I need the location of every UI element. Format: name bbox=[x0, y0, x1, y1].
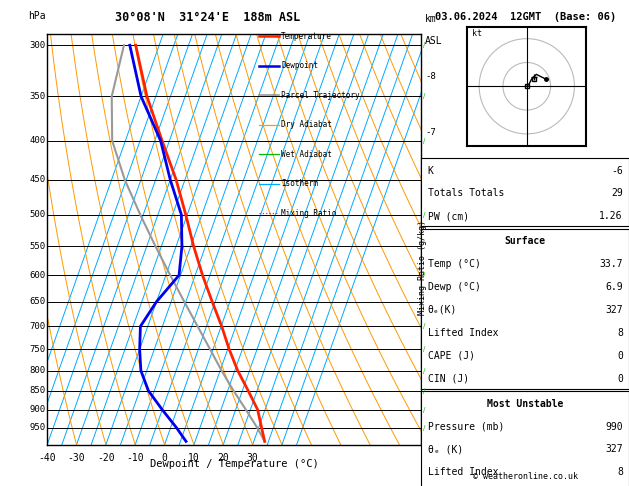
Text: 30: 30 bbox=[247, 453, 259, 463]
Text: 950: 950 bbox=[30, 423, 46, 432]
Text: 0: 0 bbox=[162, 453, 167, 463]
Text: θₑ (K): θₑ (K) bbox=[428, 445, 463, 454]
Text: -20: -20 bbox=[97, 453, 114, 463]
Text: 1.26: 1.26 bbox=[599, 211, 623, 221]
Text: 350: 350 bbox=[30, 92, 46, 101]
Text: K: K bbox=[428, 166, 433, 175]
Text: Dry Adiabat: Dry Adiabat bbox=[281, 120, 332, 129]
Text: 500: 500 bbox=[30, 210, 46, 219]
Text: /: / bbox=[423, 138, 425, 144]
Text: -10: -10 bbox=[126, 453, 144, 463]
Text: km: km bbox=[425, 14, 437, 24]
Text: Surface: Surface bbox=[504, 237, 546, 246]
Text: /: / bbox=[423, 425, 425, 431]
Text: kt: kt bbox=[472, 29, 482, 38]
Text: Isotherm: Isotherm bbox=[281, 179, 318, 189]
Text: -5: -5 bbox=[425, 236, 436, 245]
Text: 327: 327 bbox=[605, 305, 623, 315]
Text: /: / bbox=[423, 93, 425, 100]
Text: hPa: hPa bbox=[28, 11, 46, 21]
Text: -8: -8 bbox=[425, 72, 436, 81]
Text: /: / bbox=[423, 388, 425, 394]
Text: 650: 650 bbox=[30, 297, 46, 306]
Text: Parcel Trajectory: Parcel Trajectory bbox=[281, 91, 360, 100]
Text: -1: -1 bbox=[425, 415, 436, 423]
Text: Temperature: Temperature bbox=[281, 32, 332, 40]
Text: PW (cm): PW (cm) bbox=[428, 211, 469, 221]
Text: Temp (°C): Temp (°C) bbox=[428, 260, 481, 269]
Text: 850: 850 bbox=[30, 386, 46, 395]
Text: 900: 900 bbox=[30, 405, 46, 414]
Text: Dewpoint / Temperature (°C): Dewpoint / Temperature (°C) bbox=[150, 459, 319, 469]
Text: Lifted Index: Lifted Index bbox=[428, 328, 498, 338]
Text: Mixing Ratio (g/kg): Mixing Ratio (g/kg) bbox=[418, 220, 427, 315]
Text: -30: -30 bbox=[68, 453, 86, 463]
Bar bbox=[421, 391, 629, 486]
Text: 300: 300 bbox=[30, 41, 46, 50]
Text: 8: 8 bbox=[617, 328, 623, 338]
Text: 750: 750 bbox=[30, 345, 46, 354]
Text: -7: -7 bbox=[425, 128, 436, 137]
Text: /: / bbox=[423, 346, 425, 352]
Text: 550: 550 bbox=[30, 242, 46, 251]
Text: 10: 10 bbox=[188, 453, 200, 463]
Text: -3: -3 bbox=[425, 322, 436, 331]
Text: ASL: ASL bbox=[425, 36, 443, 46]
Text: 0: 0 bbox=[617, 374, 623, 383]
Text: /: / bbox=[423, 212, 425, 218]
Text: -6: -6 bbox=[611, 166, 623, 175]
Text: Mixing Ratio: Mixing Ratio bbox=[281, 209, 337, 218]
Text: 800: 800 bbox=[30, 366, 46, 375]
Text: 6.9: 6.9 bbox=[605, 282, 623, 292]
Text: /: / bbox=[423, 272, 425, 278]
Text: Lifted Index: Lifted Index bbox=[428, 468, 498, 477]
Text: 400: 400 bbox=[30, 136, 46, 145]
Text: /: / bbox=[423, 407, 425, 413]
Text: Wet Adiabat: Wet Adiabat bbox=[281, 150, 332, 159]
Text: © weatheronline.co.uk: © weatheronline.co.uk bbox=[473, 472, 577, 481]
Text: Most Unstable: Most Unstable bbox=[487, 399, 564, 409]
Text: 450: 450 bbox=[30, 175, 46, 184]
Text: 990: 990 bbox=[605, 422, 623, 432]
Text: -40: -40 bbox=[38, 453, 56, 463]
Text: -4: -4 bbox=[425, 281, 436, 291]
Text: -6: -6 bbox=[425, 183, 436, 191]
Text: /: / bbox=[423, 368, 425, 374]
Text: 700: 700 bbox=[30, 322, 46, 331]
Text: /: / bbox=[423, 323, 425, 330]
Text: CAPE (J): CAPE (J) bbox=[428, 351, 475, 361]
Text: 327: 327 bbox=[605, 445, 623, 454]
Text: 29: 29 bbox=[611, 189, 623, 198]
Text: Totals Totals: Totals Totals bbox=[428, 189, 504, 198]
Text: 0: 0 bbox=[617, 351, 623, 361]
Text: 8: 8 bbox=[617, 468, 623, 477]
Text: /: / bbox=[423, 42, 425, 48]
Text: 03.06.2024  12GMT  (Base: 06): 03.06.2024 12GMT (Base: 06) bbox=[435, 12, 616, 22]
Text: -2: -2 bbox=[425, 366, 436, 375]
Bar bbox=[421, 229, 629, 389]
Text: Dewpoint: Dewpoint bbox=[281, 61, 318, 70]
Text: θₑ(K): θₑ(K) bbox=[428, 305, 457, 315]
Text: 20: 20 bbox=[218, 453, 229, 463]
Text: Pressure (mb): Pressure (mb) bbox=[428, 422, 504, 432]
Text: CIN (J): CIN (J) bbox=[428, 374, 469, 383]
Text: 600: 600 bbox=[30, 271, 46, 280]
Text: Dewp (°C): Dewp (°C) bbox=[428, 282, 481, 292]
Text: 33.7: 33.7 bbox=[599, 260, 623, 269]
Text: 30°08'N  31°24'E  188m ASL: 30°08'N 31°24'E 188m ASL bbox=[116, 11, 301, 24]
Bar bbox=[421, 158, 629, 226]
